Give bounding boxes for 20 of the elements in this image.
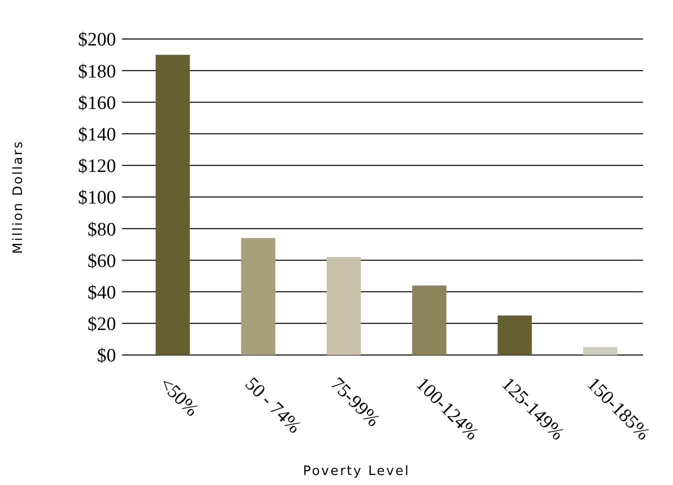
x-tick-label: 50 - 74% xyxy=(240,374,305,438)
y-tick-label: $160 xyxy=(78,92,116,114)
y-tick-label: $60 xyxy=(88,250,116,272)
y-tick-label: $0 xyxy=(97,346,116,367)
bar xyxy=(241,238,276,355)
bar xyxy=(498,316,532,355)
y-tick-label: $80 xyxy=(88,219,116,240)
x-axis-title: Poverty Level xyxy=(302,464,410,479)
bar xyxy=(583,347,618,355)
y-tick-label: $140 xyxy=(78,124,116,146)
y-tick-label: $100 xyxy=(78,188,116,209)
y-tick-label: $40 xyxy=(88,282,116,304)
y-tick-label: $200 xyxy=(78,30,116,51)
bar xyxy=(326,257,361,355)
y-tick-label: $180 xyxy=(78,61,116,82)
bar xyxy=(412,285,446,355)
y-tick-label: $120 xyxy=(78,156,116,178)
y-axis-title: Million Dollars xyxy=(11,140,26,254)
y-tick-label: $20 xyxy=(88,314,116,336)
bar xyxy=(156,54,190,355)
